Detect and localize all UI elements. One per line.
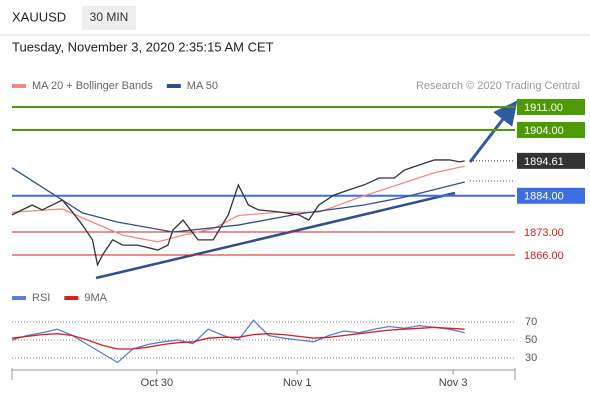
- x-tick-label: Nov 1: [283, 377, 312, 389]
- series-line: [11, 326, 465, 350]
- level-box: [517, 98, 585, 115]
- legend-swatch: [64, 296, 79, 300]
- timestamp: Tuesday, November 3, 2020 2:35:15 AM CET: [12, 39, 274, 54]
- symbol: XAUUSD: [12, 9, 66, 24]
- legend-label: MA 20 + Bollinger Bands: [32, 80, 153, 92]
- timeframe-box: [82, 6, 136, 30]
- level-box: [517, 187, 585, 204]
- legend-swatch: [12, 84, 26, 88]
- series-line: [11, 165, 465, 243]
- x-tick-label: Oct 30: [141, 377, 173, 389]
- series-line: [11, 159, 465, 267]
- y-tick-label: 50: [525, 334, 537, 346]
- legend-label: MA 50: [187, 80, 218, 92]
- level-box: [517, 121, 585, 138]
- y-tick-label: 30: [525, 352, 537, 364]
- legend-swatch: [166, 84, 181, 88]
- forecast-arrow: [468, 100, 518, 163]
- trend-line: [95, 191, 456, 280]
- timeframe: 30 MIN: [90, 10, 129, 24]
- legend-swatch: [12, 296, 26, 300]
- level-label: 1873.00: [524, 227, 564, 239]
- level-label: 1911.00: [524, 102, 563, 114]
- level-label: 1884.00: [524, 191, 564, 203]
- credit: Research © 2020 Trading Central: [416, 80, 580, 92]
- legend-label: 9MA: [84, 292, 107, 304]
- level-label: 1894.61: [524, 156, 564, 168]
- legend-label: RSI: [32, 292, 50, 304]
- series-line: [11, 167, 465, 233]
- level-label: 1866.00: [524, 250, 564, 262]
- level-label: 1904.00: [524, 125, 564, 137]
- series-line: [11, 319, 465, 364]
- y-tick-label: 70: [525, 316, 537, 328]
- x-tick-label: Nov 3: [439, 377, 468, 389]
- level-box: [517, 152, 585, 169]
